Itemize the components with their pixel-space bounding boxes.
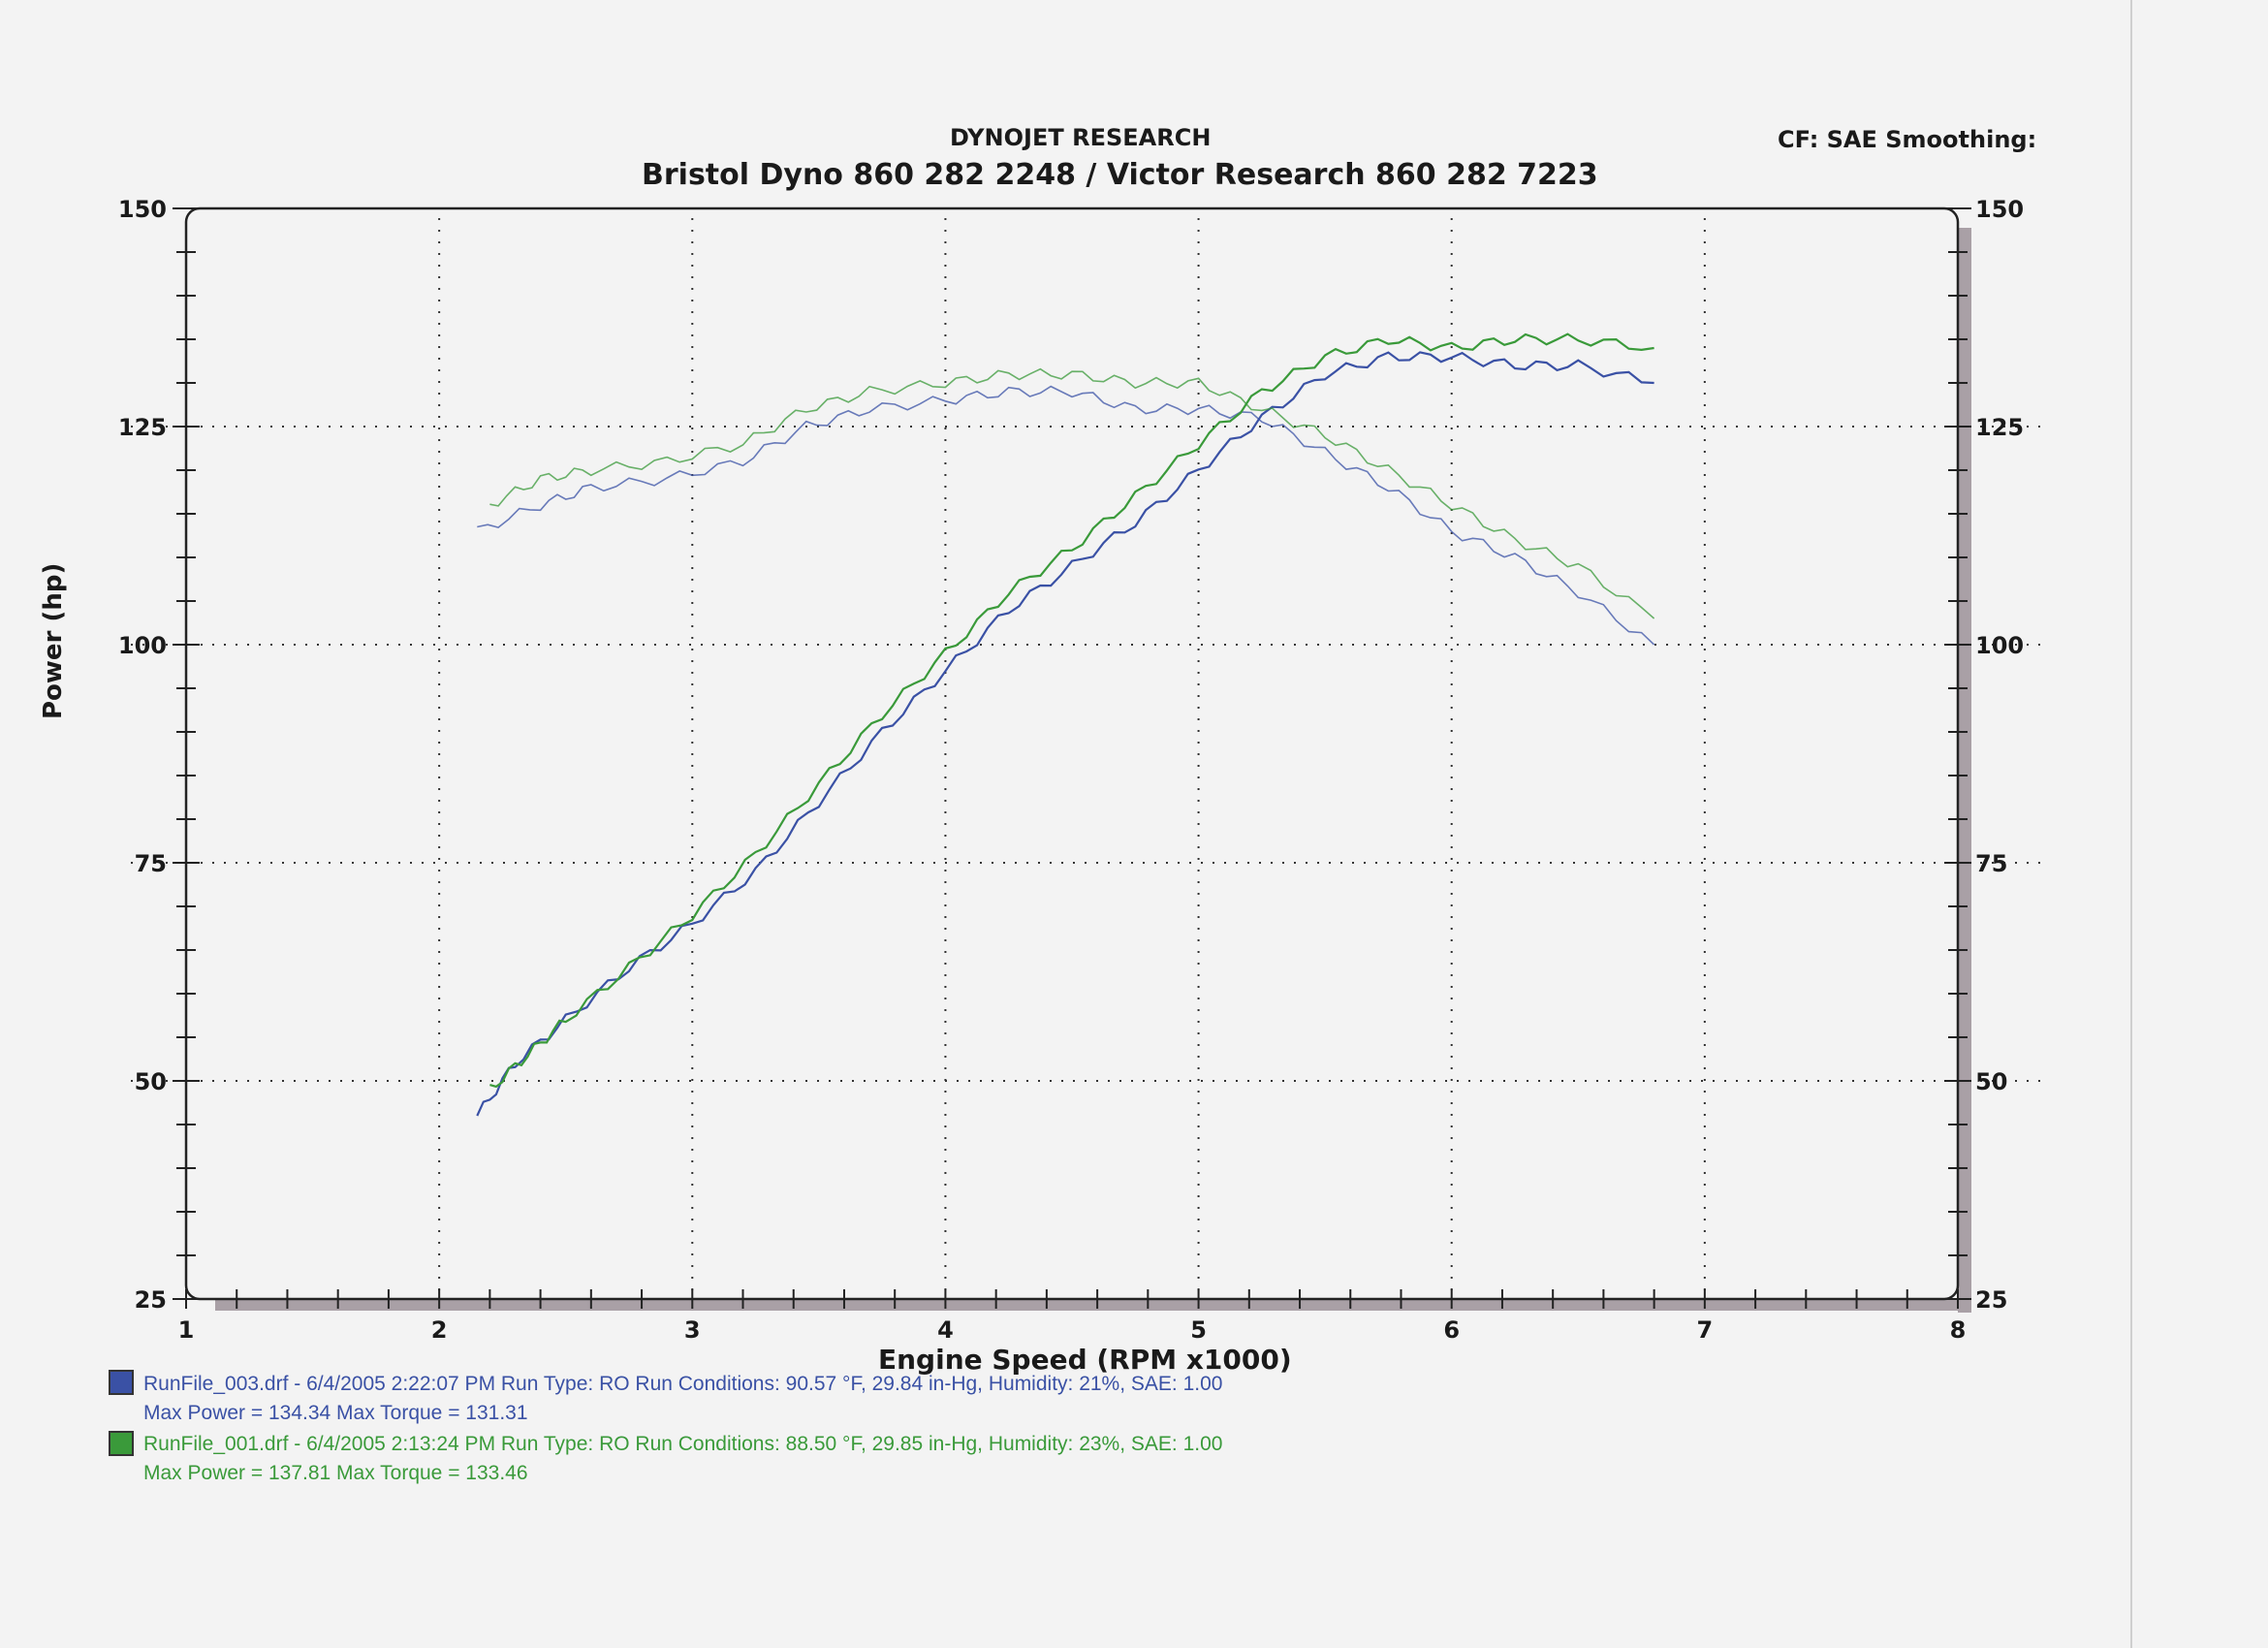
legend-run-001-info: RunFile_001.drf - 6/4/2005 2:13:24 PM Ru… (143, 1433, 1223, 1455)
x-tick-label: 7 (1697, 1316, 1714, 1344)
y-right-tick-label: 100 (1975, 632, 2024, 659)
series-line-runfile-001-drf-torque (489, 367, 1655, 619)
legend-run-003-info: RunFile_003.drf - 6/4/2005 2:22:07 PM Ru… (143, 1373, 1223, 1395)
series-line-runfile-003-drf-torque (477, 385, 1655, 646)
x-tick-label: 8 (1950, 1316, 1967, 1344)
y-right-tick-label: 75 (1975, 850, 2007, 877)
chart-subtitle: Bristol Dyno 860 282 2248 / Victor Resea… (642, 158, 1598, 192)
y-axis-title: Power (hp) (39, 562, 68, 719)
frame-shadow-bottom (215, 1299, 1971, 1311)
y-right-tick-label: 50 (1975, 1068, 2007, 1095)
legend-run-003-max: Max Power = 134.34 Max Torque = 131.31 (143, 1402, 528, 1424)
legend-run-001-max: Max Power = 137.81 Max Torque = 133.46 (143, 1462, 528, 1484)
chart-title: DYNOJET RESEARCH (950, 124, 1212, 151)
series-lines (476, 333, 1655, 1117)
axis-ticks (173, 207, 1971, 1309)
y-left-tick-label: 25 (135, 1286, 167, 1314)
plot-frame (184, 206, 1960, 1301)
x-axis-title: Engine Speed (RPM x1000) (878, 1344, 1292, 1376)
y-left-tick-label: 50 (135, 1068, 167, 1095)
x-tick-label: 6 (1443, 1316, 1460, 1344)
legend-entry-run-003: RunFile_003.drf - 6/4/2005 2:22:07 PM Ru… (143, 1370, 1222, 1428)
x-tick-label: 1 (178, 1316, 195, 1344)
grid-lines (131, 218, 2050, 1295)
tick-labels: 1 2 3 4 5 6 7 8 150 125 100 75 50 25 150 125 100 75 50 25 (118, 196, 2024, 1344)
x-tick-label: 4 (937, 1316, 954, 1344)
x-tick-label: 3 (684, 1316, 701, 1344)
series-line-runfile-003-drf-power (476, 351, 1654, 1117)
x-tick-label: 5 (1190, 1316, 1207, 1344)
frame-shadow-right (1958, 228, 1971, 1313)
legend-swatch-run-001 (109, 1431, 134, 1456)
y-left-tick-label: 75 (135, 850, 167, 877)
series-line-runfile-001-drf-power (489, 333, 1654, 1089)
plot-frame-shadow (215, 228, 1971, 1313)
y-right-tick-label: 25 (1975, 1286, 2007, 1314)
x-tick-label: 2 (431, 1316, 448, 1344)
legend-swatch-run-003 (109, 1370, 134, 1395)
y-right-tick-label: 150 (1975, 196, 2024, 223)
y-left-tick-label: 125 (118, 414, 167, 441)
y-left-tick-label: 100 (118, 632, 167, 659)
correction-factor: CF: SAE Smoothing: (1778, 126, 2037, 153)
plot-border (184, 206, 1960, 1301)
y-right-tick-label: 125 (1975, 414, 2024, 441)
legend-entry-run-001: RunFile_001.drf - 6/4/2005 2:13:24 PM Ru… (143, 1430, 1222, 1488)
scan-edge-line (2130, 0, 2132, 1648)
y-left-tick-label: 150 (118, 196, 167, 223)
